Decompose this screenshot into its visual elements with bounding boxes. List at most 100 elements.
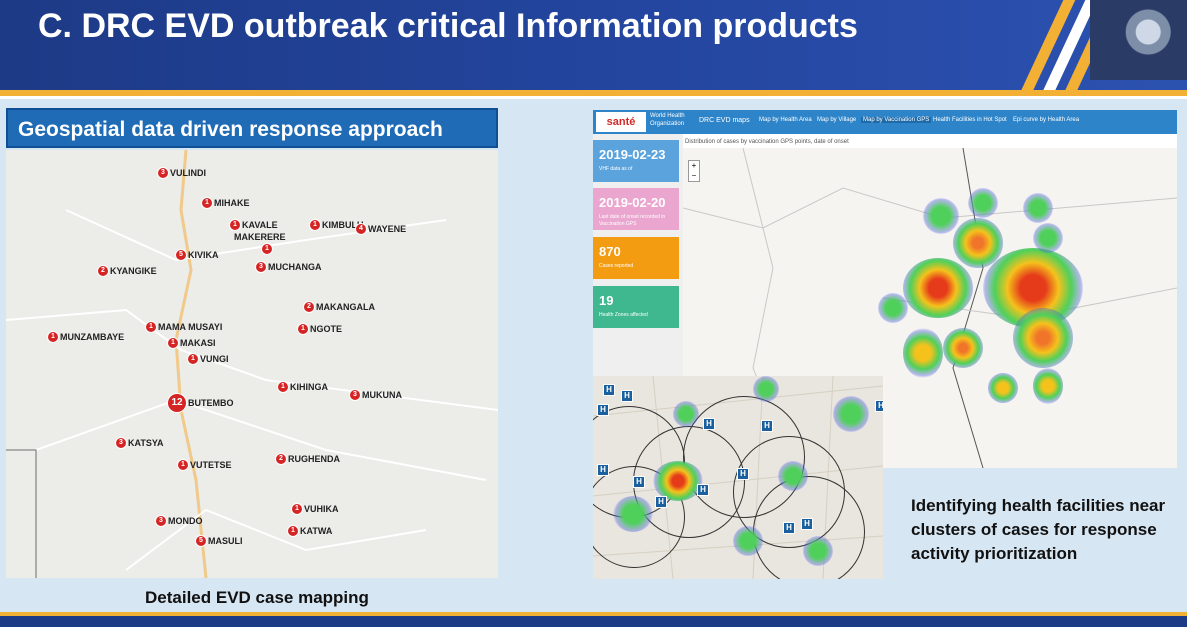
health-facility-icon: H: [801, 518, 813, 530]
place-label: VUTETSE: [190, 460, 232, 470]
slide-footer: [0, 612, 1187, 627]
health-facility-icon: H: [655, 496, 667, 508]
case-marker[interactable]: 1 KAVALE: [230, 220, 278, 230]
case-marker[interactable]: 5 KIVIKA: [176, 250, 219, 260]
map-caption: Distribution of cases by vaccination GPS…: [685, 139, 849, 145]
place-label: MAMA MUSAYI: [158, 322, 223, 332]
health-facility-icon: H: [703, 418, 715, 430]
case-count-badge: 5: [176, 250, 186, 260]
case-marker[interactable]: 12 BUTEMBO: [168, 394, 234, 412]
header-divider: [0, 90, 1187, 96]
case-marker[interactable]: 1 MAMA MUSAYI: [146, 322, 222, 332]
place-label: KATSYA: [128, 438, 164, 448]
nav-health-facilities-hot-spot[interactable]: Health Facilities in Hot Spot: [933, 117, 1007, 123]
case-map[interactable]: 3 VULINDI 1 MIHAKE 1 KAVALE MAKERERE 1 KIMBULU 4 W…: [6, 150, 498, 578]
case-count-badge: 3: [158, 168, 168, 178]
case-marker[interactable]: 1 VUNGI: [188, 354, 229, 364]
case-marker[interactable]: 1 KIHINGA: [278, 382, 328, 392]
health-facility-inset-map: H H H H H H H H H H H H H: [593, 376, 883, 579]
case-count-badge: 1: [298, 324, 308, 334]
case-count-badge: 3: [256, 262, 266, 272]
case-marker[interactable]: 2 RUGHENDA: [276, 454, 340, 464]
nav-map-by-village[interactable]: Map by Village: [817, 117, 857, 123]
place-label: WAYENE: [368, 224, 407, 234]
card-cases: 870 Cases reported: [593, 237, 679, 279]
case-count-badge: 1: [168, 338, 178, 348]
case-count-badge: 12: [168, 394, 186, 412]
nav-map-by-health-area[interactable]: Map by Health Area: [759, 117, 812, 123]
place-label: KIMBULU: [322, 220, 364, 230]
case-marker[interactable]: 1 MAKASI: [168, 338, 216, 348]
case-marker[interactable]: 2 KYANGIKE: [98, 266, 157, 276]
health-facility-icon: H: [737, 468, 749, 480]
case-count-badge: 3: [156, 516, 166, 526]
health-facility-icon: H: [761, 420, 773, 432]
case-marker[interactable]: 1 KIMBULU: [310, 220, 364, 230]
left-panel-title: Geospatial data driven response approach: [6, 108, 498, 148]
case-marker[interactable]: 1 VUHIKA: [292, 504, 339, 514]
zoom-out-button[interactable]: −: [691, 171, 697, 180]
case-marker[interactable]: 1: [262, 244, 274, 254]
place-label: MIHAKE: [214, 198, 250, 208]
nav-epi-curve[interactable]: Epi curve by Health Area: [1013, 117, 1080, 123]
case-marker[interactable]: 5 MASULI: [196, 536, 243, 546]
case-marker[interactable]: 1 NGOTE: [298, 324, 342, 334]
case-count-badge: 1: [146, 322, 156, 332]
place-label: MUKUNA: [362, 390, 402, 400]
health-facility-icon: H: [697, 484, 709, 496]
zoom-in-button[interactable]: +: [691, 161, 697, 170]
left-caption: Detailed EVD case mapping: [145, 588, 369, 607]
case-count-badge: 2: [276, 454, 286, 464]
slide-title: C. DRC EVD outbreak critical Information…: [38, 7, 858, 45]
case-marker[interactable]: 1 MIHAKE: [202, 198, 250, 208]
place-label: VUNGI: [200, 354, 229, 364]
place-label: KATWA: [300, 526, 333, 536]
place-label: MAKANGALA: [316, 302, 375, 312]
case-marker[interactable]: 3 VULINDI: [158, 168, 206, 178]
case-marker[interactable]: 1 KATWA: [288, 526, 332, 536]
place-label: MONDO: [168, 516, 203, 526]
slide-header: C. DRC EVD outbreak critical Information…: [0, 0, 1187, 90]
health-facility-icon: H: [603, 384, 615, 396]
health-facility-icon: H: [621, 390, 633, 402]
case-marker[interactable]: 3 KATSYA: [116, 438, 164, 448]
health-facility-icon: H: [875, 400, 883, 412]
map-roads: [6, 150, 498, 578]
case-count-badge: 1: [310, 220, 320, 230]
case-count-badge: 1: [278, 382, 288, 392]
case-count-badge: 3: [350, 390, 360, 400]
place-label: MASULI: [208, 536, 243, 546]
case-count-badge: 1: [188, 354, 198, 364]
health-facility-icon: H: [597, 464, 609, 476]
case-count-badge: 2: [304, 302, 314, 312]
place-label: MUCHANGA: [268, 262, 322, 272]
case-marker[interactable]: 3 MUCHANGA: [256, 262, 322, 272]
case-count-badge: 4: [356, 224, 366, 234]
case-marker[interactable]: 1 MUNZAMBAYE: [48, 332, 124, 342]
place-label: MAKASI: [180, 338, 216, 348]
case-count-badge: 1: [262, 244, 272, 254]
zoom-control[interactable]: + −: [688, 160, 700, 182]
place-label: RUGHENDA: [288, 454, 341, 464]
case-count-badge: 1: [178, 460, 188, 470]
case-marker[interactable]: 4 WAYENE: [356, 224, 406, 234]
card-last-onset: 2019-02-20 Last date of onset recorded in…: [593, 188, 679, 230]
dashboard-app-title: DRC EVD maps: [699, 117, 750, 124]
case-marker[interactable]: 1 VUTETSE: [178, 460, 232, 470]
place-label: MUNZAMBAYE: [60, 332, 125, 342]
ministry-logo: santé: [596, 112, 646, 132]
nav-map-by-vaccination-gps[interactable]: Map by Vaccination GPS: [861, 117, 932, 123]
place-label: VULINDI: [170, 168, 206, 178]
case-count-badge: 1: [202, 198, 212, 208]
case-marker[interactable]: 3 MONDO: [156, 516, 203, 526]
place-label: BUTEMBO: [188, 398, 234, 408]
case-count-badge: 1: [288, 526, 298, 536]
case-marker[interactable]: 2 MAKANGALA: [304, 302, 375, 312]
case-marker[interactable]: MAKERERE: [234, 232, 286, 242]
place-label: KIVIKA: [188, 250, 219, 260]
case-marker[interactable]: 3 MUKUNA: [350, 390, 402, 400]
case-count-badge: 3: [116, 438, 126, 448]
case-count-badge: 1: [230, 220, 240, 230]
place-label: KYANGIKE: [110, 266, 157, 276]
satellite-image: [1090, 0, 1187, 80]
